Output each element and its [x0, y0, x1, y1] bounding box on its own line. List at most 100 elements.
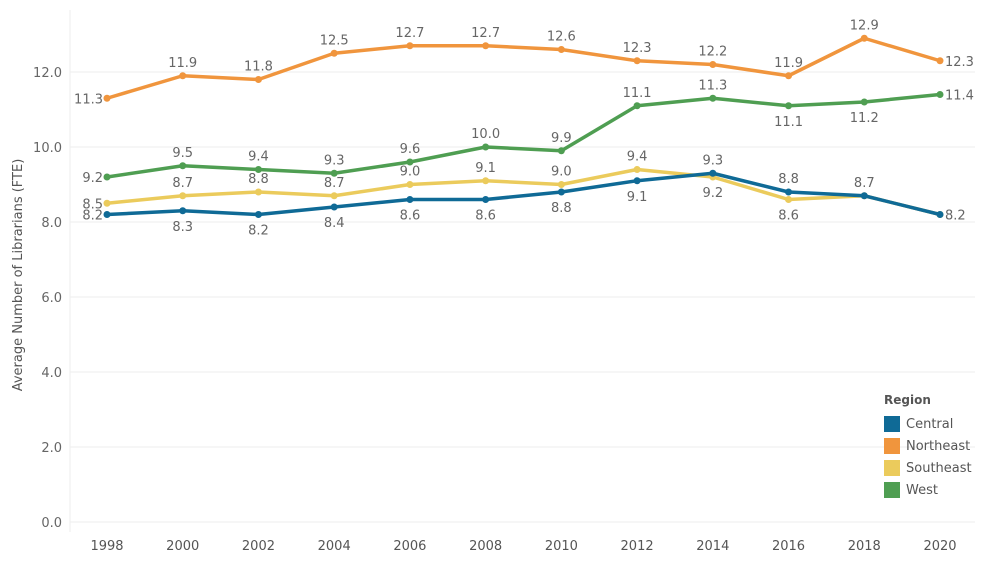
x-tick-label: 2016 [772, 539, 805, 554]
y-tick-label: 4.0 [41, 366, 62, 381]
data-label: 8.2 [945, 209, 966, 224]
data-label: 9.5 [172, 146, 193, 161]
x-tick-label: 2000 [166, 539, 199, 554]
data-label: 8.7 [172, 176, 193, 191]
data-label: 12.7 [395, 26, 424, 41]
legend-swatch [884, 482, 900, 498]
data-label: 11.4 [945, 89, 974, 104]
series-line [106, 92, 941, 179]
legend-label: West [906, 482, 938, 498]
legend-item-west[interactable]: West [884, 479, 972, 501]
legend-swatch [884, 438, 900, 454]
data-point [936, 91, 944, 98]
legend-item-northeast[interactable]: Northeast [884, 435, 972, 457]
y-tick-label: 10.0 [33, 141, 62, 156]
data-label: 11.1 [623, 86, 652, 101]
data-label: 8.7 [854, 176, 875, 191]
x-tick-label: 2020 [923, 539, 956, 554]
data-label: 9.4 [627, 150, 648, 165]
data-label: 9.2 [702, 186, 723, 201]
data-point [254, 211, 262, 218]
data-point [179, 192, 187, 200]
data-label: 11.3 [698, 78, 727, 93]
data-label: 8.3 [172, 220, 193, 235]
y-tick-label: 0.0 [41, 516, 62, 531]
legend-item-southeast[interactable]: Southeast [884, 457, 972, 479]
data-point [633, 166, 641, 173]
data-label: 8.8 [778, 172, 799, 187]
data-label: 11.2 [850, 111, 879, 126]
x-tick-label: 2002 [242, 539, 275, 554]
legend: Region Central Northeast Southeast West [884, 393, 972, 501]
data-point [709, 94, 717, 102]
data-point [785, 102, 793, 110]
series-line [106, 167, 941, 217]
data-point [103, 199, 111, 207]
data-point [936, 211, 944, 218]
data-label: 11.9 [168, 56, 197, 71]
data-label: 12.3 [623, 41, 652, 56]
data-point [633, 177, 641, 185]
data-label: 9.9 [551, 131, 572, 146]
x-tick-label: 2014 [696, 539, 729, 554]
data-label: 9.1 [475, 161, 496, 176]
data-point [330, 203, 338, 211]
data-point [557, 188, 565, 196]
data-point [103, 211, 111, 218]
series-line [106, 36, 941, 100]
legend-label: Central [906, 416, 954, 432]
y-tick-label: 6.0 [41, 291, 62, 306]
data-label: 12.7 [471, 26, 500, 41]
data-label: 8.2 [82, 209, 103, 224]
data-point [330, 49, 338, 57]
data-label: 9.2 [82, 171, 103, 186]
data-label: 9.6 [400, 142, 421, 157]
data-label: 8.7 [324, 176, 345, 191]
data-label: 12.6 [547, 30, 576, 45]
y-tick-label: 2.0 [41, 441, 62, 456]
data-point [103, 94, 111, 102]
series-central: 8.2 8.3 8.2 8.4 8.6 8.6 8.8 9.1 9.3 8.8 8.7 8.2 [82, 153, 965, 238]
data-label: 11.1 [774, 115, 803, 130]
series-southeast: 8.5 8.7 8.8 8.7 9.0 9.1 9.0 9.4 9.2 8.6 [82, 150, 944, 224]
data-label: 9.0 [551, 165, 572, 180]
data-point [406, 181, 414, 188]
data-point [254, 188, 262, 196]
data-label: 8.6 [400, 209, 421, 224]
data-label: 11.8 [244, 60, 273, 75]
legend-item-central[interactable]: Central [884, 413, 972, 435]
data-label: 9.0 [400, 165, 421, 180]
data-label: 8.8 [248, 172, 269, 187]
data-label: 8.2 [248, 224, 269, 239]
data-label: 8.4 [324, 216, 345, 231]
data-point [330, 192, 338, 200]
data-label: 9.1 [627, 190, 648, 205]
data-point [936, 57, 944, 65]
data-label: 12.5 [320, 33, 349, 48]
data-point [785, 72, 793, 80]
data-point [557, 46, 565, 53]
data-label: 11.9 [774, 56, 803, 71]
data-point [482, 143, 490, 151]
data-point [330, 169, 338, 177]
data-point [482, 42, 490, 50]
legend-label: Northeast [906, 438, 971, 454]
series-line [106, 171, 941, 217]
data-label: 9.3 [702, 153, 723, 168]
data-label: 9.4 [248, 150, 269, 165]
x-tick-label: 2018 [848, 539, 881, 554]
x-tick-label: 2012 [621, 539, 654, 554]
data-point [254, 166, 262, 173]
data-label: 9.3 [324, 153, 345, 168]
y-tick-label: 8.0 [41, 216, 62, 231]
data-point [557, 181, 565, 188]
data-label: 12.3 [945, 55, 974, 70]
x-tick-label: 1998 [90, 539, 123, 554]
x-tick-label: 2010 [545, 539, 578, 554]
data-point [406, 42, 414, 50]
data-label: 12.2 [698, 45, 727, 60]
series-west: 9.2 9.5 9.4 9.3 9.6 10.0 9.9 11.1 11.3 11.1 11.2 11… [82, 78, 974, 186]
data-label: 12.9 [850, 18, 879, 33]
